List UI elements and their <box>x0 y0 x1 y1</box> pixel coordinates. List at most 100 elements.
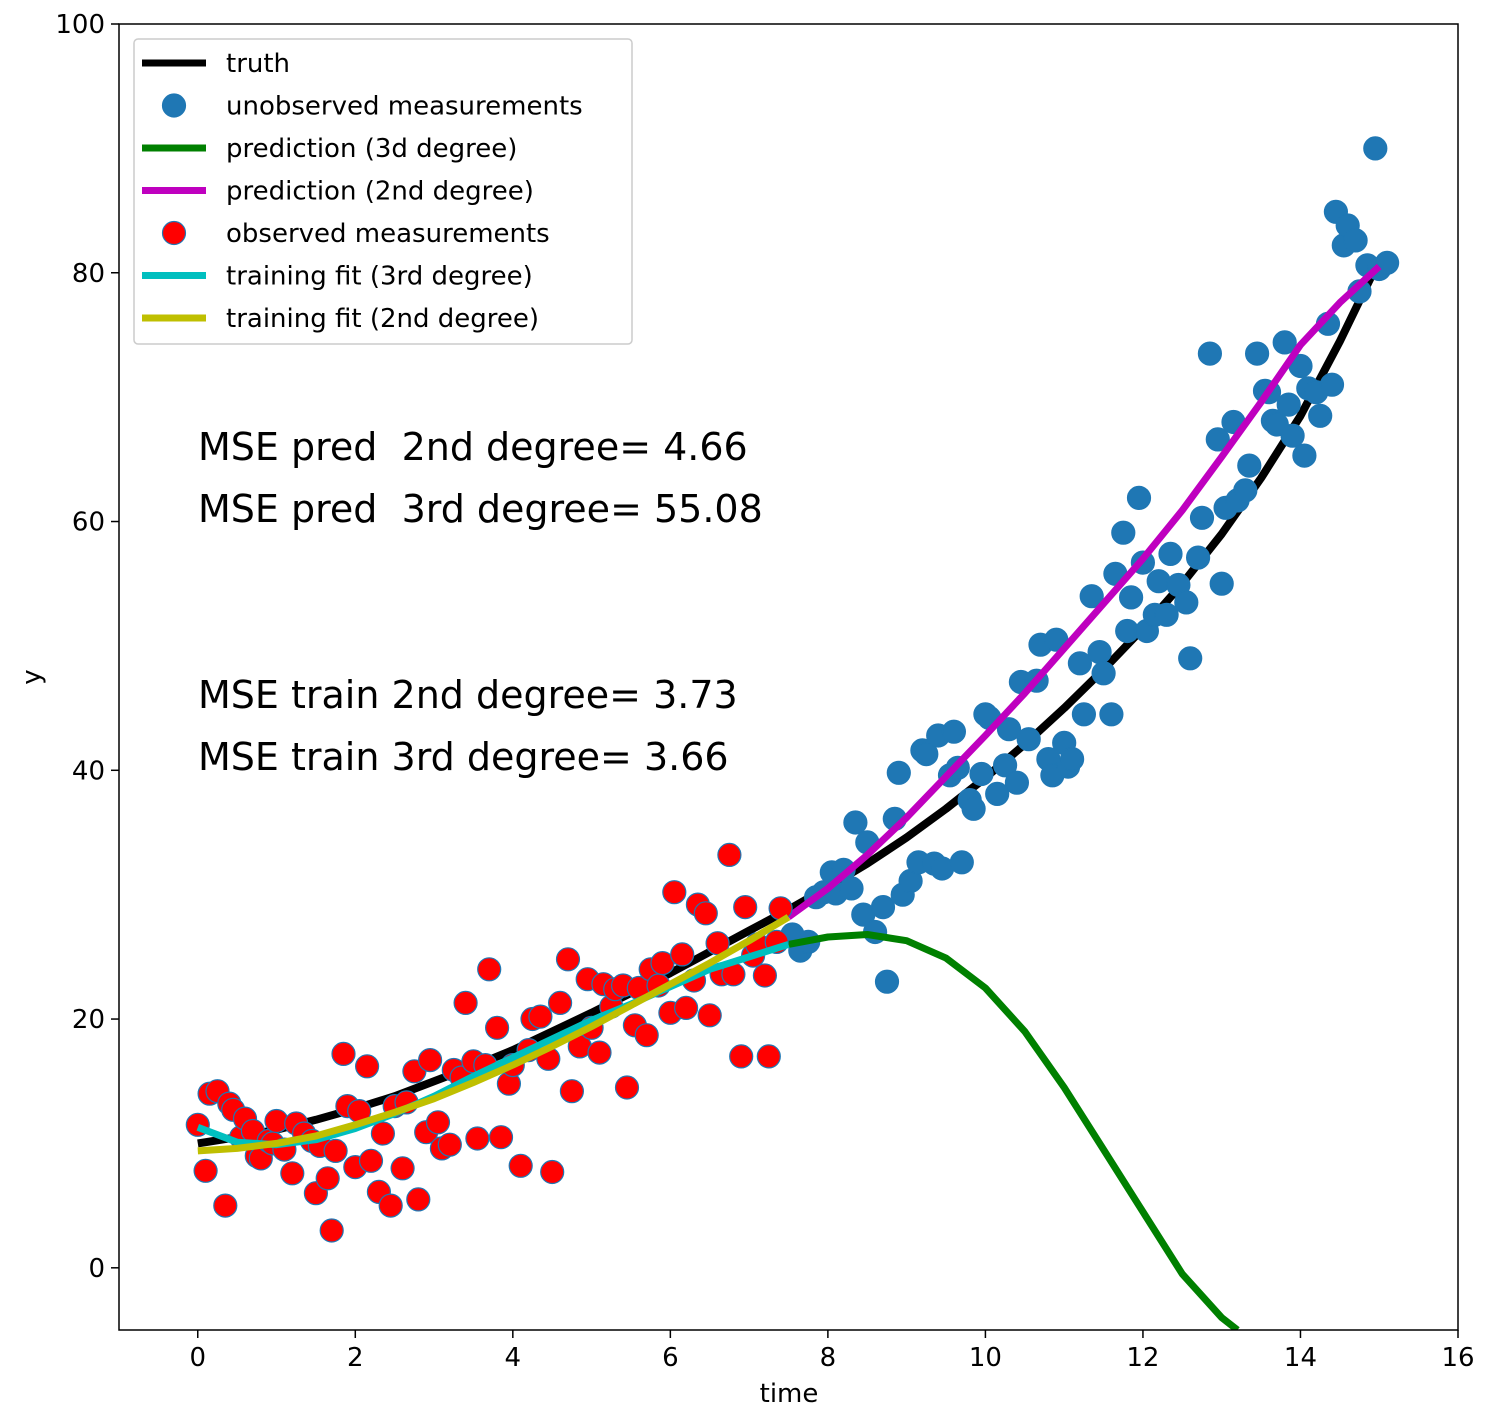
data-point-unobserved-measurements <box>1233 478 1258 503</box>
data-point-unobserved-measurements <box>1292 443 1317 468</box>
data-point-unobserved-measurements <box>1343 228 1368 253</box>
data-point-unobserved-measurements <box>1363 136 1388 161</box>
data-point-unobserved-measurements <box>1016 727 1041 752</box>
data-point-unobserved-measurements <box>992 753 1018 778</box>
legend-item: truth <box>142 49 290 79</box>
data-point-unobserved-measurements <box>874 969 900 994</box>
data-point-observed-measurements <box>213 1193 238 1218</box>
data-point-observed-measurements <box>406 1187 431 1212</box>
legend-item: training fit (3rd degree) <box>142 262 533 292</box>
data-point-observed-measurements <box>453 990 478 1016</box>
data-point-unobserved-measurements <box>1237 453 1262 478</box>
legend-label: training fit (2nd degree) <box>226 304 539 334</box>
legend-item: prediction (3d degree) <box>142 134 517 164</box>
data-point-observed-measurements <box>693 901 718 926</box>
legend-label: observed measurements <box>226 219 550 249</box>
data-point-unobserved-measurements <box>1272 330 1297 355</box>
x-tick-label: 2 <box>347 1343 364 1373</box>
data-point-unobserved-measurements <box>1319 372 1345 397</box>
data-point-unobserved-measurements <box>1126 485 1152 510</box>
data-point-observed-measurements <box>390 1156 415 1181</box>
legend-item: training fit (2nd degree) <box>142 304 539 334</box>
data-point-unobserved-measurements <box>985 781 1010 807</box>
data-point-observed-measurements <box>555 947 581 972</box>
axes-frame <box>118 23 1459 1331</box>
data-point-observed-measurements <box>670 942 695 967</box>
x-axis-label: time <box>760 1379 819 1409</box>
plot-area <box>185 136 1400 1330</box>
data-point-observed-measurements <box>358 1148 384 1173</box>
data-point-observed-measurements <box>673 995 699 1021</box>
data-point-observed-measurements <box>717 842 742 868</box>
data-point-unobserved-measurements <box>1205 427 1230 452</box>
data-point-observed-measurements <box>331 1041 356 1067</box>
data-point-observed-measurements <box>697 1003 722 1028</box>
data-point-observed-measurements <box>547 990 573 1016</box>
data-point-observed-measurements <box>378 1193 403 1218</box>
data-point-unobserved-measurements <box>1004 770 1030 795</box>
legend: truth unobserved measurements prediction (… <box>133 38 633 345</box>
x-tick-label: 8 <box>820 1343 837 1373</box>
series-line-prediction-3d-degree <box>787 931 1240 1330</box>
annotation-mse-train-3rd: MSE train 3rd degree= 3.66 <box>198 735 729 779</box>
data-point-observed-measurements <box>508 1153 533 1178</box>
annotations: MSE pred 2nd degree= 4.66 MSE pred 3rd d… <box>198 425 763 779</box>
data-point-observed-measurements <box>733 894 758 920</box>
data-point-observed-measurements <box>634 1023 659 1048</box>
data-point-observed-measurements <box>425 1110 451 1135</box>
data-point-unobserved-measurements <box>839 876 864 901</box>
series-line-training-fit-2nd-degree <box>197 914 791 1155</box>
data-point-unobserved-measurements <box>1154 602 1179 627</box>
data-point-unobserved-measurements <box>1118 585 1144 610</box>
data-point-unobserved-measurements <box>1146 569 1171 594</box>
data-point-unobserved-measurements <box>1059 746 1085 772</box>
legend-label: unobserved measurements <box>226 92 583 122</box>
data-point-observed-measurements <box>418 1047 443 1073</box>
data-point-unobserved-measurements <box>914 741 939 767</box>
data-point-observed-measurements <box>752 963 778 988</box>
y-tick-label: 60 <box>72 508 105 538</box>
data-point-observed-measurements <box>193 1158 218 1183</box>
y-tick-label: 80 <box>72 259 105 289</box>
y-tick-label: 40 <box>72 756 105 786</box>
y-tick-label: 20 <box>72 1005 105 1035</box>
data-point-observed-measurements <box>662 880 687 905</box>
data-point-observed-measurements <box>559 1079 585 1104</box>
data-point-observed-measurements <box>540 1159 565 1185</box>
axis-ticks: 0 2 4 6 8 10 12 14 16 0 20 40 60 80 100 <box>55 10 1474 1373</box>
data-point-unobserved-measurements <box>961 796 986 821</box>
data-point-unobserved-measurements <box>1087 639 1112 665</box>
data-point-unobserved-measurements <box>1209 571 1234 596</box>
data-point-unobserved-measurements <box>996 717 1022 742</box>
legend-item: observed measurements <box>161 219 550 249</box>
data-point-unobserved-measurements <box>1276 392 1301 417</box>
data-point-unobserved-measurements <box>870 894 896 920</box>
data-point-unobserved-measurements <box>1111 520 1136 545</box>
data-point-observed-measurements <box>587 1040 612 1065</box>
data-point-observed-measurements <box>488 1125 514 1150</box>
data-point-observed-measurements <box>370 1121 395 1146</box>
legend-label: prediction (2nd degree) <box>226 177 534 207</box>
series-unobserved-measurements <box>780 136 1400 994</box>
annotation-mse-pred-3rd: MSE pred 3rd degree= 55.08 <box>198 487 763 531</box>
legend-item: unobserved measurements <box>161 92 583 122</box>
data-point-observed-measurements <box>280 1161 305 1186</box>
series-training-fit-2nd-degree <box>197 914 791 1155</box>
data-point-unobserved-measurements <box>969 761 994 787</box>
annotation-mse-train-2nd: MSE train 2nd degree= 3.73 <box>198 673 738 717</box>
data-point-observed-measurements <box>319 1218 344 1243</box>
data-point-observed-measurements <box>729 1044 754 1069</box>
y-tick-label: 0 <box>88 1254 105 1284</box>
data-point-observed-measurements <box>756 1044 781 1069</box>
legend-swatch-marker <box>161 220 187 246</box>
data-point-unobserved-measurements <box>1244 341 1270 366</box>
data-point-unobserved-measurements <box>1067 651 1093 676</box>
data-point-observed-measurements <box>528 1004 553 1029</box>
y-tick-label: 100 <box>55 10 105 40</box>
x-tick-label: 16 <box>1441 1343 1474 1373</box>
data-point-unobserved-measurements <box>1189 505 1215 530</box>
data-point-unobserved-measurements <box>1099 702 1124 727</box>
data-point-unobserved-measurements <box>949 850 974 875</box>
data-point-unobserved-measurements <box>1158 541 1183 567</box>
